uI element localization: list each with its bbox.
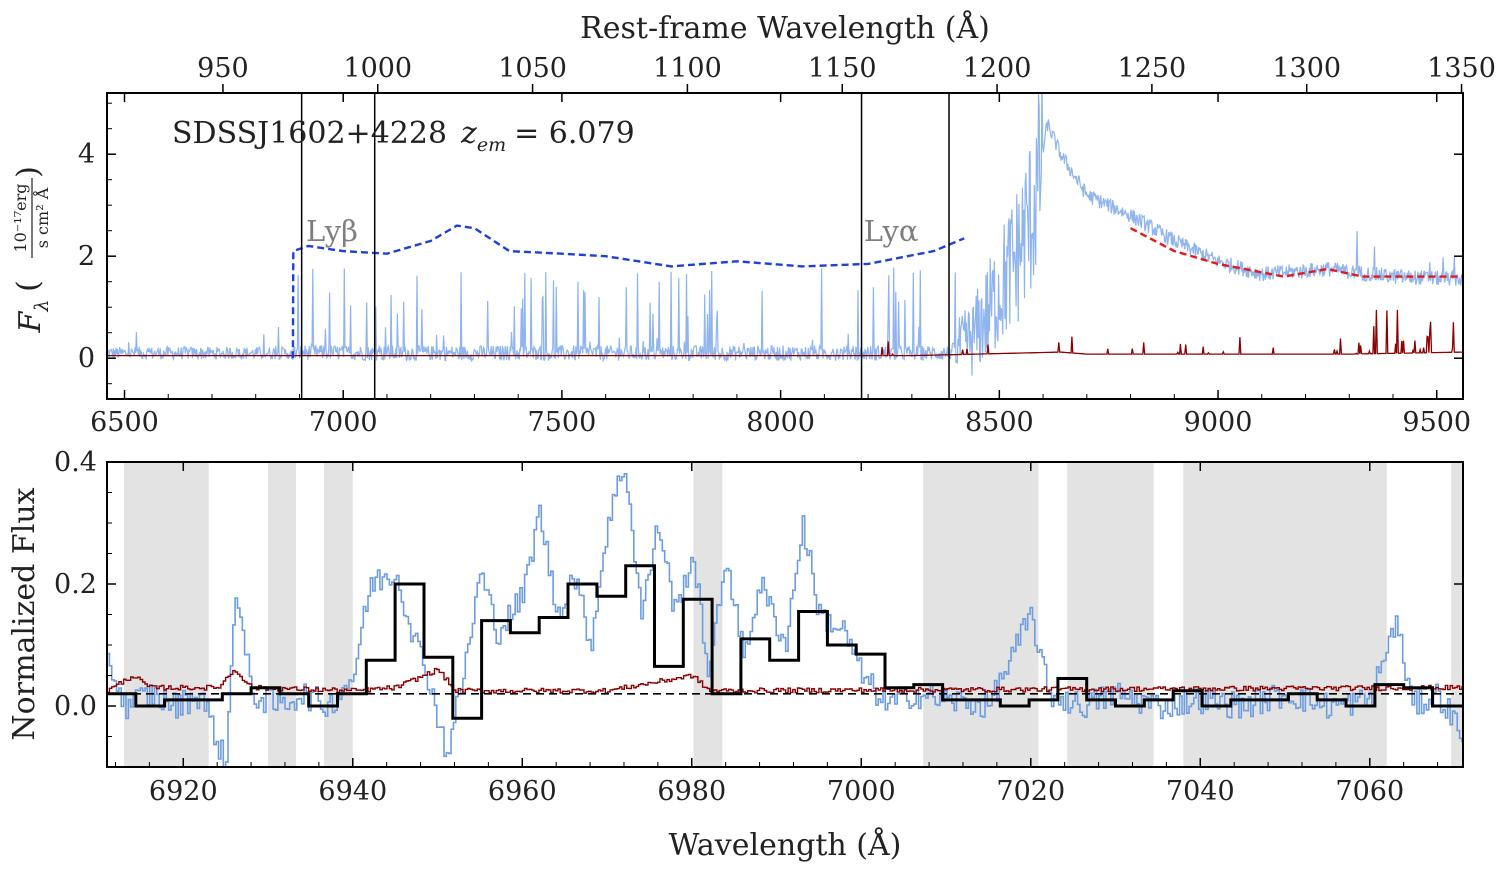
continuum-fit-red-dashed: [1130, 227, 1463, 278]
rest-frame-x-tick-label: 950: [197, 53, 249, 84]
masked-region-5: [923, 462, 1039, 767]
rest-frame-x-tick-label: 1150: [808, 53, 877, 84]
rest-frame-x-tick-label: 1000: [343, 53, 412, 84]
masked-region-4: [693, 462, 723, 767]
bottom-panel-x-tick-label: 7020: [996, 776, 1065, 807]
rest-frame-x-tick-label: 1250: [1118, 53, 1187, 84]
top-panel-x-tick-label: 8000: [746, 407, 815, 438]
y-unit-open-paren: (: [11, 280, 46, 292]
bottom-panel-x-tick-label: 7040: [1166, 776, 1235, 807]
bottom-panel-y-tick-label: 0.0: [54, 691, 97, 722]
top-panel-y-tick-label: 0: [78, 343, 95, 374]
continuum-model-blue-dashed: [291, 224, 965, 359]
bottom-x-axis-title: Wavelength (Å): [669, 827, 902, 863]
error-flux-line: [107, 667, 1463, 694]
bottom-ticks: 6920 6940 6960 6980 7000 7020 7040 7060 0.0 0.2 0.…: [54, 447, 1463, 807]
masked-region-7: [1183, 462, 1387, 767]
rest-frame-x-tick-label: 1200: [963, 53, 1032, 84]
top-panel-x-tick-label: 7000: [309, 407, 378, 438]
rest-frame-x-tick-label: 1050: [498, 53, 567, 84]
bottom-plot-area: [107, 462, 1463, 767]
bottom-y-axis-title: Normalized Flux: [7, 487, 42, 740]
rest-frame-x-tick-label: 1350: [1427, 53, 1496, 84]
rest-frame-x-tick-label: 1100: [653, 53, 722, 84]
top-panel-x-tick-label: 9000: [1184, 407, 1253, 438]
bottom-panel-x-tick-label: 6940: [318, 776, 387, 807]
masked-region-8: [1451, 462, 1463, 767]
top-y-axis-title: Fλ ( 10⁻¹⁷erg s cm² Å ): [11, 166, 53, 333]
top-panel: Lyβ Lyα 6500 7000 7500 8000 8500 9000 9500 0 2 4 950…: [11, 10, 1496, 438]
masked-region-3: [323, 462, 353, 767]
top-panel-x-tick-label: 7500: [528, 407, 597, 438]
top-panel-y-tick-label: 2: [78, 241, 95, 272]
flux-error-line: [107, 309, 1463, 357]
y-unit-denominator: s cm² Å: [32, 187, 52, 248]
top-plot-area: [107, 93, 1463, 399]
top-panel-x-tick-label: 8500: [965, 407, 1034, 438]
top-x-axis-title: Rest-frame Wavelength (Å): [580, 10, 990, 46]
top-axes-frame: [106, 92, 1464, 400]
top-ticks: Lyβ Lyα 6500 7000 7500 8000 8500 9000 9500 0 2 4 950…: [78, 53, 1496, 438]
y-unit-close-paren: ): [11, 166, 46, 178]
masked-region-6: [1067, 462, 1154, 767]
binned-flux-line: [107, 564, 1463, 720]
top-panel-x-tick-label: 6500: [90, 407, 159, 438]
bottom-panel-x-tick-label: 6960: [488, 776, 557, 807]
raw-flux-line: [107, 473, 1463, 767]
bottom-panel-x-tick-label: 7000: [827, 776, 896, 807]
bottom-panel-y-tick-label: 0.4: [54, 447, 97, 478]
observed-flux-line: [107, 93, 1463, 376]
bottom-panel-y-tick-label: 0.2: [54, 569, 97, 600]
line-label-2: Lyα: [864, 214, 919, 248]
masked-region-2: [268, 462, 296, 767]
masked-region-1: [123, 462, 209, 767]
svg-text:Fλ: Fλ: [13, 300, 53, 334]
top-panel-y-tick-label: 4: [78, 139, 95, 170]
bottom-panel-x-tick-label: 7060: [1335, 776, 1404, 807]
line-label-1: Lyβ: [306, 214, 358, 248]
bottom-panel-x-tick-label: 6980: [657, 776, 726, 807]
bottom-panel-x-tick-label: 6920: [149, 776, 218, 807]
object-label: SDSSJ1602+4228 zem = 6.079: [172, 116, 635, 156]
y-unit-numerator: 10⁻¹⁷erg: [11, 184, 30, 253]
top-panel-x-tick-label: 9500: [1402, 407, 1471, 438]
bottom-panel: 6920 6940 6960 6980 7000 7020 7040 7060 0.0 0.2 0.…: [7, 447, 1464, 863]
rest-frame-x-tick-label: 1300: [1272, 53, 1341, 84]
